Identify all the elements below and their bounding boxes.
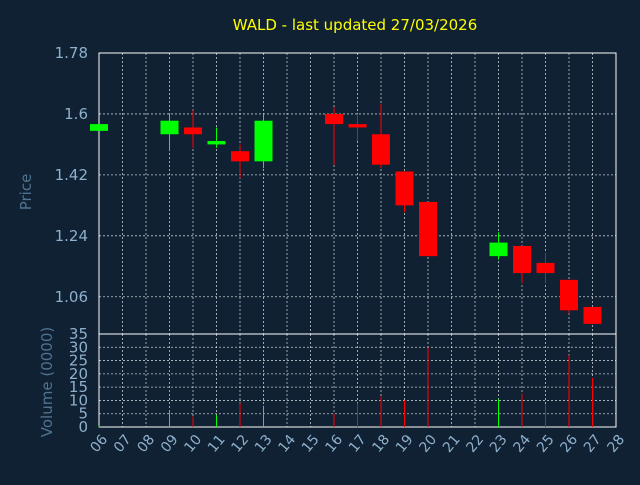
volume-tick-label: 25	[69, 352, 88, 370]
volume-tick-label: 10	[69, 391, 88, 409]
candle-body	[231, 151, 249, 162]
volume-tick-label: 20	[69, 365, 88, 383]
candle-body	[325, 113, 343, 125]
volume-tick-label: 0	[78, 418, 88, 436]
candle-body	[513, 245, 531, 274]
price-tick-label: 1.06	[55, 288, 88, 306]
price-tick-label: 1.78	[55, 44, 88, 62]
candle-body	[395, 171, 414, 206]
candle-body	[160, 120, 179, 135]
candle-body	[536, 262, 555, 274]
volume-tick-label: 15	[69, 378, 88, 396]
candle-body	[348, 124, 367, 128]
volume-tick-label: 30	[69, 338, 88, 356]
volume-tick-label: 35	[69, 325, 88, 343]
candle-body	[207, 141, 226, 145]
x-axis: 06 07 08 09 10 11 12 13 14 15 16 17 18 19 20 21 22 23 24 25…	[87, 432, 628, 456]
price-axis-label: Price	[17, 174, 35, 211]
x-axis-label: Day	[334, 459, 362, 475]
candle-body	[184, 127, 202, 135]
candle-body	[254, 120, 273, 162]
candle-body	[560, 279, 578, 311]
candle-body	[90, 124, 108, 131]
candle-body	[419, 201, 437, 257]
price-tick-label: 1.24	[55, 227, 88, 245]
volume-tick-label: 5	[78, 405, 88, 423]
price-panel: 1.06 1.24 1.42 1.6 1.78	[55, 44, 617, 335]
volume-axis-label: Volume (0000)	[38, 327, 56, 437]
price-tick-label: 1.6	[64, 105, 88, 123]
candle-body	[372, 134, 390, 165]
candle-body	[489, 242, 508, 257]
chart-title: WALD - last updated 27/03/2026	[233, 16, 478, 34]
candle-body	[583, 306, 602, 324]
price-tick-label: 1.42	[55, 166, 88, 184]
